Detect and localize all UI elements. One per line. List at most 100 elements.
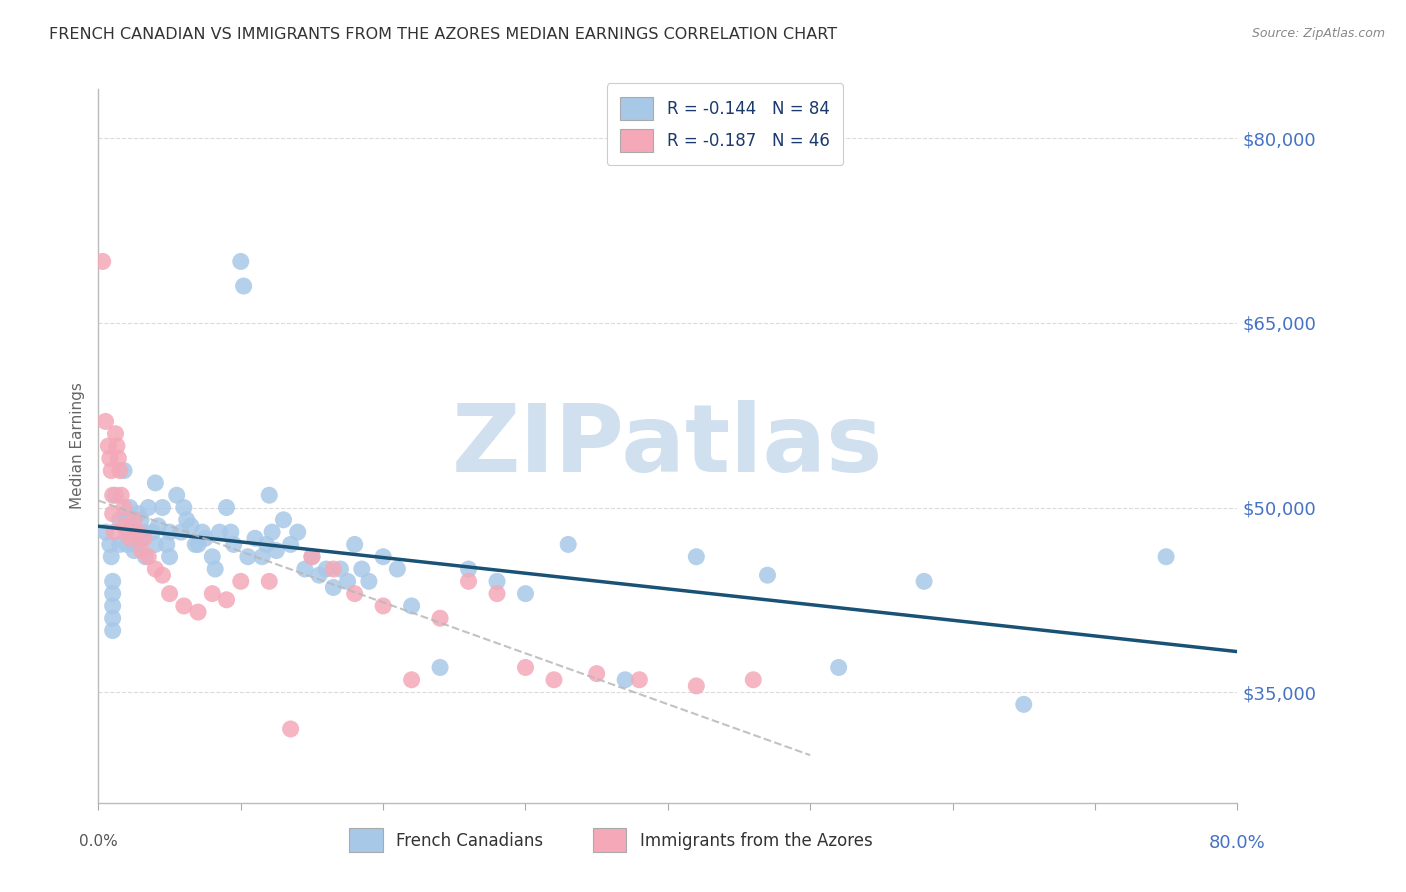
Point bbox=[127, 537, 149, 551]
Text: 0.0%: 0.0% bbox=[79, 833, 118, 848]
Point bbox=[104, 426, 127, 441]
Point bbox=[122, 543, 145, 558]
Point bbox=[357, 574, 380, 589]
Point bbox=[129, 543, 152, 558]
Point bbox=[127, 525, 149, 540]
Point bbox=[287, 525, 309, 540]
Point bbox=[101, 599, 124, 613]
Point bbox=[145, 562, 167, 576]
Point bbox=[429, 611, 451, 625]
Point bbox=[254, 537, 277, 551]
Y-axis label: Median Earnings: Median Earnings bbox=[69, 383, 84, 509]
Point bbox=[756, 568, 779, 582]
Point bbox=[232, 279, 254, 293]
Point bbox=[194, 531, 217, 545]
Point bbox=[115, 525, 138, 540]
Point bbox=[429, 660, 451, 674]
Point bbox=[219, 525, 242, 540]
Point bbox=[159, 549, 181, 564]
Point bbox=[115, 513, 138, 527]
Point bbox=[191, 525, 214, 540]
Point bbox=[685, 679, 707, 693]
Point bbox=[343, 587, 366, 601]
Point bbox=[166, 488, 188, 502]
Point bbox=[486, 587, 509, 601]
Point bbox=[294, 562, 316, 576]
Point bbox=[115, 537, 138, 551]
Point bbox=[685, 549, 707, 564]
Point bbox=[208, 525, 231, 540]
Point bbox=[280, 537, 302, 551]
Point bbox=[136, 549, 159, 564]
Point bbox=[100, 549, 122, 564]
Point bbox=[134, 549, 156, 564]
Point bbox=[322, 562, 344, 576]
Point bbox=[557, 537, 579, 551]
Point bbox=[912, 574, 935, 589]
Point bbox=[387, 562, 409, 576]
Point bbox=[101, 624, 124, 638]
Point bbox=[97, 439, 120, 453]
Point bbox=[152, 500, 174, 515]
Point bbox=[457, 562, 479, 576]
Point bbox=[201, 587, 224, 601]
Point bbox=[401, 673, 423, 687]
Point bbox=[262, 525, 284, 540]
Point bbox=[266, 543, 288, 558]
Point bbox=[350, 562, 373, 576]
Point bbox=[259, 488, 281, 502]
Point bbox=[204, 562, 226, 576]
Point bbox=[173, 500, 195, 515]
Point bbox=[336, 574, 359, 589]
Point bbox=[159, 525, 181, 540]
Point bbox=[108, 513, 131, 527]
Point bbox=[98, 537, 121, 551]
Point bbox=[308, 568, 330, 582]
Point bbox=[229, 254, 252, 268]
Point bbox=[152, 568, 174, 582]
Point bbox=[176, 513, 198, 527]
Point bbox=[122, 525, 145, 540]
Point bbox=[136, 500, 159, 515]
Point bbox=[141, 525, 163, 540]
Point bbox=[184, 537, 207, 551]
Text: FRENCH CANADIAN VS IMMIGRANTS FROM THE AZORES MEDIAN EARNINGS CORRELATION CHART: FRENCH CANADIAN VS IMMIGRANTS FROM THE A… bbox=[49, 27, 838, 42]
Point bbox=[91, 254, 114, 268]
Point bbox=[94, 525, 117, 540]
Point bbox=[103, 525, 125, 540]
Point bbox=[173, 599, 195, 613]
Point bbox=[127, 507, 149, 521]
Point bbox=[322, 581, 344, 595]
Point bbox=[101, 587, 124, 601]
Point bbox=[145, 537, 167, 551]
Point bbox=[101, 507, 124, 521]
Point bbox=[100, 464, 122, 478]
Point bbox=[156, 537, 179, 551]
Point bbox=[457, 574, 479, 589]
Point bbox=[628, 673, 651, 687]
Point bbox=[1012, 698, 1035, 712]
Point bbox=[101, 488, 124, 502]
Legend: French Canadians, Immigrants from the Azores: French Canadians, Immigrants from the Az… bbox=[343, 822, 879, 859]
Point bbox=[145, 475, 167, 490]
Point bbox=[742, 673, 765, 687]
Text: 80.0%: 80.0% bbox=[1209, 833, 1265, 852]
Point bbox=[112, 519, 135, 533]
Point bbox=[101, 574, 124, 589]
Point bbox=[94, 414, 117, 428]
Point bbox=[110, 488, 132, 502]
Point bbox=[401, 599, 423, 613]
Point bbox=[250, 549, 273, 564]
Point bbox=[215, 500, 238, 515]
Point bbox=[515, 587, 537, 601]
Point bbox=[112, 464, 135, 478]
Point bbox=[105, 439, 128, 453]
Point bbox=[101, 611, 124, 625]
Point bbox=[129, 513, 152, 527]
Point bbox=[112, 500, 135, 515]
Point bbox=[118, 500, 141, 515]
Point bbox=[229, 574, 252, 589]
Point bbox=[108, 537, 131, 551]
Point bbox=[329, 562, 352, 576]
Point bbox=[104, 488, 127, 502]
